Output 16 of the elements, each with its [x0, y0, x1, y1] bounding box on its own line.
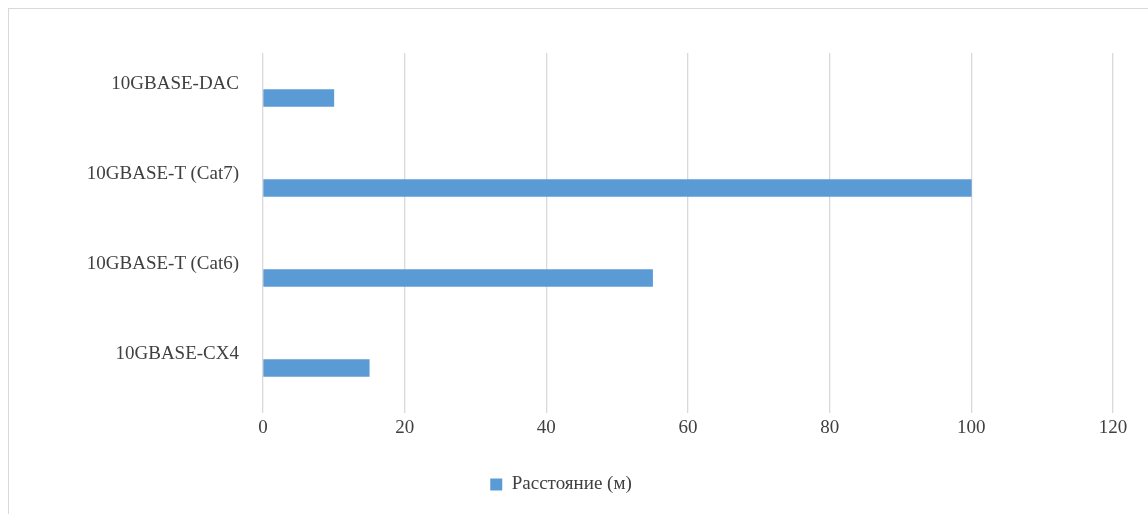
x-tick-label: 60: [678, 416, 698, 438]
x-tick-label: 40: [536, 416, 556, 438]
x-tick-label: 20: [395, 416, 415, 438]
bar: [263, 89, 335, 107]
bar: [263, 179, 972, 197]
x-tick-label: 0: [258, 416, 268, 438]
x-tick-label: 120: [1098, 416, 1128, 438]
legend-label: Расстояние (м): [511, 472, 632, 495]
x-tick-label: 80: [820, 416, 840, 438]
y-tick-label: 10GBASE-DAC: [111, 71, 239, 93]
bar: [263, 269, 653, 287]
y-tick-label: 10GBASE-CX4: [115, 341, 240, 363]
y-tick-label: 10GBASE-T (Cat6): [86, 251, 239, 274]
y-tick-label: 10GBASE-T (Cat7): [86, 161, 239, 184]
x-tick-label: 100: [957, 416, 986, 438]
bar: [263, 359, 370, 377]
